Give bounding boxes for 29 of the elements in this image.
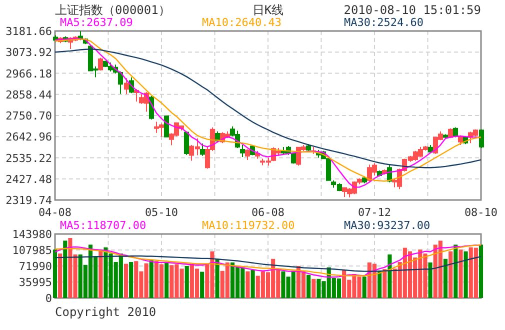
y-tick-label: 143980 [12,228,52,241]
x-tick-label: 07-12 [358,206,392,219]
text: MA30:2524.60 [344,16,424,29]
text: 2010-08-10 15:01:59 [344,3,481,17]
y-tick-label: 2319.74 [6,194,52,207]
series-label: MA5:118707.00 [60,219,146,232]
y-tick-label: 3181.66 [6,25,52,38]
x-tick-label: 06-08 [251,206,285,219]
y-tick-label: 71990 [18,260,52,273]
y-tick-label: 2535.22 [6,152,52,165]
x-tick-label: 08-10 [464,206,498,219]
y-tick-label: 2427.48 [6,172,52,186]
y-tick-label: 2858.44 [6,88,52,102]
text: MA10:2640.43 [202,16,282,29]
x-tick-label: 05-10 [144,206,178,219]
series-label: MA5:2637.09 [60,16,133,29]
y-tick-label: 3073.92 [6,46,52,60]
y-tick-label: 2750.70 [6,110,52,122]
y-tick-label: 0 [45,292,52,305]
y-tick-label: 2966.18 [6,67,52,80]
chart-subtitle: 日K线 [252,3,284,17]
text: Copyright 2010 [55,305,156,319]
text: MA10:119732.00 [202,219,295,232]
text: MA30:93237.00 [344,219,430,232]
y-tick-label: 35995 [18,276,52,289]
y-tick-label: 2642.96 [6,130,52,144]
x-tick-label: 04-08 [38,206,72,219]
y-tick-label: 107985 [12,244,52,257]
chart-title: 上证指数（000001） [55,3,170,17]
